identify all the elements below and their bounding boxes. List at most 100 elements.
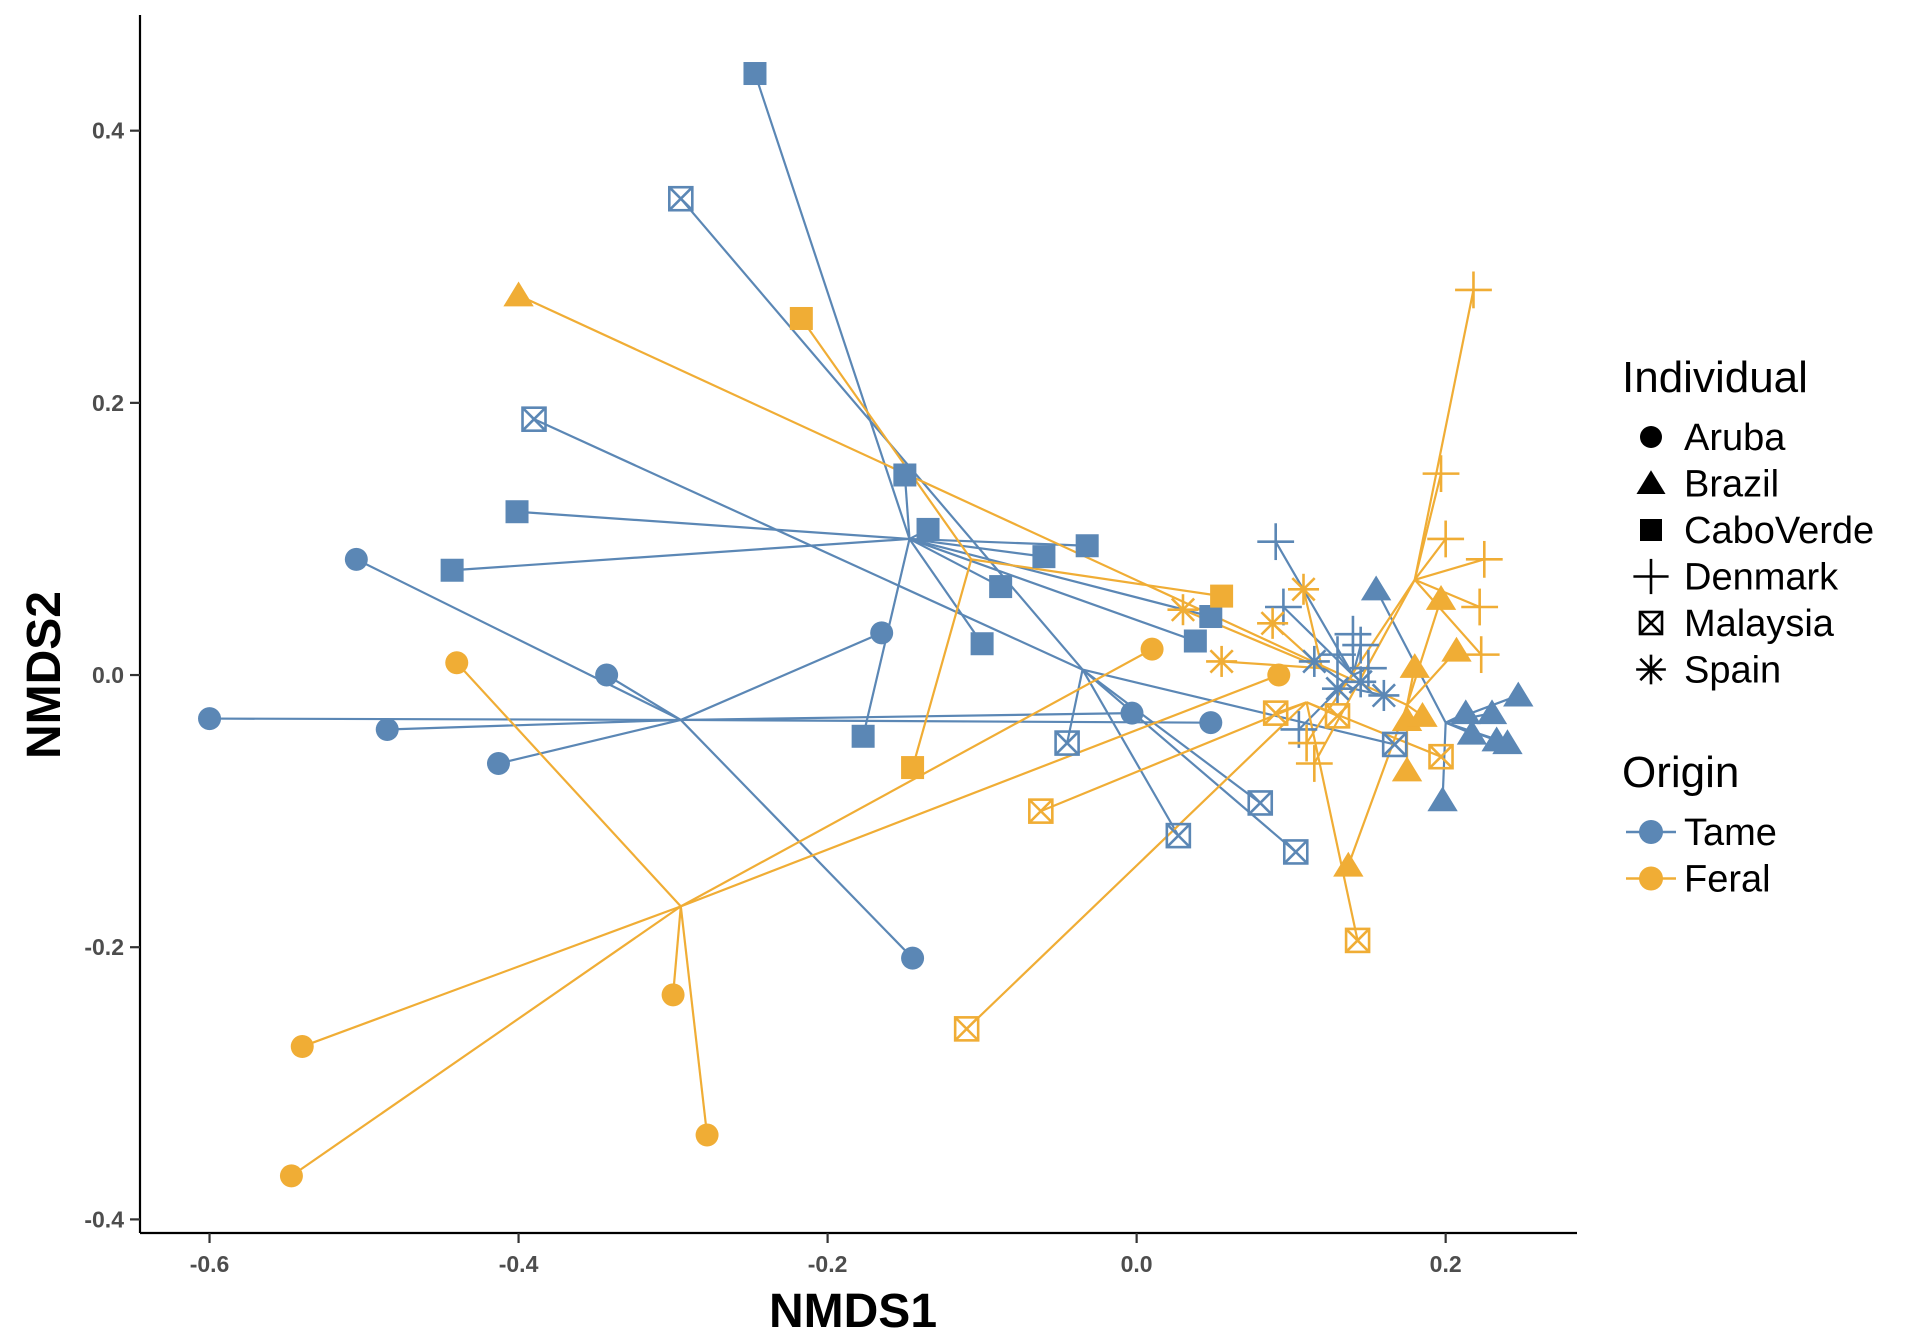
spider-line: [452, 537, 910, 572]
points-feral: [279, 271, 1503, 1188]
point-tame-aruba: [198, 707, 222, 731]
point-feral-malaysia: [1262, 700, 1289, 726]
spider-line: [1305, 702, 1359, 941]
point-tame-denmark: [1350, 649, 1387, 687]
point-feral-brazil: [1391, 756, 1423, 782]
point-feral-aruba: [1140, 637, 1164, 661]
point-tame-aruba: [1120, 701, 1144, 725]
point-tame-malaysia: [1282, 839, 1309, 865]
spider-line: [301, 905, 682, 1048]
point-feral-spain: [1287, 573, 1320, 605]
point-tame-malaysia: [1381, 731, 1408, 758]
point-feral-malaysia: [1344, 927, 1371, 954]
spider-line: [518, 294, 1408, 706]
spider-line: [498, 718, 682, 765]
legend-label-denmark: Denmark: [1684, 557, 1839, 599]
point-feral-malaysia: [1428, 743, 1454, 770]
spider-line: [1040, 701, 1308, 813]
axes: -0.6 -0.4 -0.2 0.0 0.2 0.4 0.2 0.0 -0.2 -0.4: [84, 15, 1577, 1277]
point-tame-brazil: [1456, 719, 1488, 745]
spider-line: [209, 717, 681, 722]
point-feral-brazil: [1425, 585, 1457, 610]
point-feral-spain: [1206, 645, 1238, 677]
x-tick-label: 0.0: [1121, 1251, 1153, 1277]
spider-line: [1081, 668, 1261, 804]
point-tame-caboverde: [851, 724, 875, 748]
spider-line: [1313, 579, 1416, 765]
point-feral-brazil: [1407, 702, 1438, 727]
spider-line: [680, 718, 1211, 724]
legend-key-tame: [1639, 820, 1663, 844]
point-feral-denmark: [1465, 540, 1503, 578]
point-tame-malaysia: [521, 406, 547, 432]
point-tame-brazil: [1360, 575, 1392, 601]
spider-line: [909, 537, 1045, 558]
spider-line: [516, 510, 910, 541]
spider-line: [1413, 579, 1483, 656]
plot-area: [198, 62, 1534, 1188]
x-tick-label: -0.6: [190, 1251, 230, 1277]
point-tame-caboverde: [893, 463, 917, 487]
legend-key-brazil: [1636, 470, 1666, 495]
point-tame-denmark: [1319, 636, 1356, 674]
spider-line: [1275, 701, 1307, 715]
point-tame-aruba: [1199, 711, 1223, 735]
point-feral-aruba: [279, 1164, 303, 1188]
point-tame-brazil: [1427, 786, 1458, 812]
legend-key-malaysia: [1638, 610, 1664, 636]
point-tame-denmark: [1342, 626, 1380, 664]
point-feral-aruba: [695, 1123, 719, 1147]
legend-label-brazil: Brazil: [1684, 464, 1779, 506]
point-tame-aruba: [901, 946, 925, 970]
point-tame-aruba: [486, 751, 510, 775]
legend-label-caboverde: CaboVerde: [1684, 510, 1874, 552]
spider-line: [1221, 660, 1323, 670]
point-tame-malaysia: [1054, 730, 1080, 756]
point-tame-caboverde: [970, 632, 994, 656]
point-tame-denmark: [1280, 711, 1318, 748]
spider-line: [1081, 669, 1180, 837]
legend-key-caboverde: [1640, 519, 1662, 541]
points-tame: [198, 62, 1534, 970]
point-tame-denmark: [1334, 615, 1372, 653]
spider-line: [908, 537, 1002, 588]
point-tame-aruba: [344, 547, 368, 571]
point-feral-malaysia: [1324, 703, 1351, 729]
point-feral-denmark: [1461, 588, 1499, 626]
point-feral-malaysia: [1028, 798, 1054, 824]
spider-line: [355, 558, 682, 721]
point-feral-brazil: [1399, 653, 1430, 678]
spider-line: [908, 538, 984, 645]
point-feral-caboverde: [901, 756, 925, 780]
y-tick-label: -0.2: [84, 934, 124, 960]
point-feral-denmark: [1295, 745, 1333, 782]
point-tame-malaysia: [668, 185, 694, 212]
point-feral-caboverde: [1210, 584, 1234, 608]
point-feral-denmark: [1455, 271, 1492, 309]
spider-line: [1413, 289, 1475, 580]
point-feral-spain: [1167, 594, 1199, 626]
point-feral-malaysia: [953, 1016, 980, 1042]
legend-origin-title: Origin: [1622, 748, 1739, 797]
legend-label-tame: Tame: [1684, 812, 1777, 854]
y-tick-label: 0.0: [92, 662, 124, 688]
point-feral-brazil: [1441, 636, 1472, 662]
point-tame-malaysia: [1165, 822, 1192, 849]
spider-lines-feral: [290, 289, 1485, 1177]
point-feral-caboverde: [789, 306, 813, 330]
y-tick-label: 0.2: [92, 390, 124, 416]
point-tame-caboverde: [440, 558, 464, 582]
legend-individual-title: Individual: [1622, 353, 1808, 402]
point-feral-spain: [1257, 607, 1289, 639]
point-tame-aruba: [375, 717, 399, 741]
spider-line: [909, 537, 1212, 618]
point-tame-caboverde: [916, 517, 940, 541]
x-tick-label: -0.4: [499, 1251, 539, 1277]
point-tame-spain: [1321, 673, 1354, 705]
spider-line: [671, 906, 682, 995]
point-tame-denmark: [1257, 523, 1295, 561]
spider-line: [800, 317, 973, 560]
point-feral-brazil: [503, 281, 534, 307]
